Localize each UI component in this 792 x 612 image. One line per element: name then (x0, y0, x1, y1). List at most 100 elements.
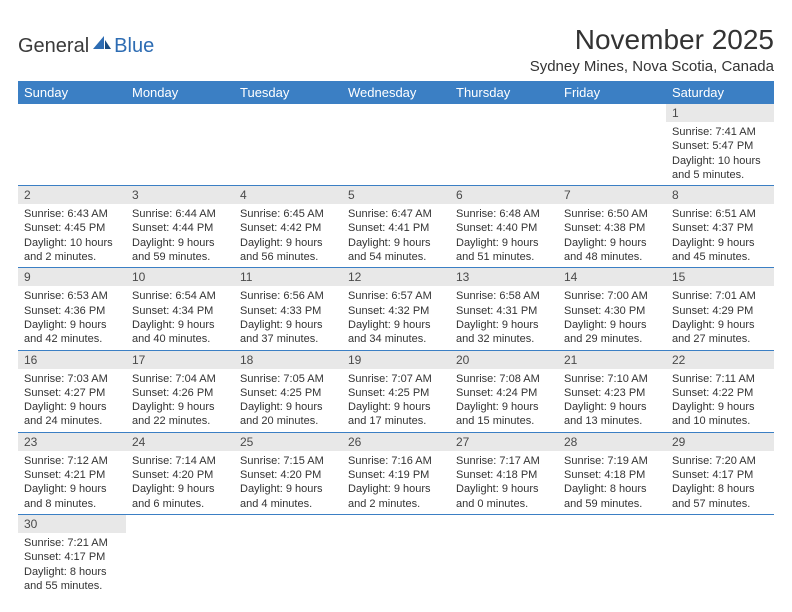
cell-body: Sunrise: 7:04 AMSunset: 4:26 PMDaylight:… (126, 369, 234, 432)
calendar-cell: 21Sunrise: 7:10 AMSunset: 4:23 PMDayligh… (558, 350, 666, 432)
day-number: 30 (18, 515, 126, 533)
day-number: 14 (558, 268, 666, 286)
calendar-cell (18, 104, 126, 186)
cell-body: Sunrise: 7:01 AMSunset: 4:29 PMDaylight:… (666, 286, 774, 349)
calendar-cell (558, 514, 666, 596)
sunrise-text: Sunrise: 7:08 AM (456, 372, 552, 386)
daylight-text: Daylight: 9 hours and 51 minutes. (456, 236, 552, 265)
sunset-text: Sunset: 4:38 PM (564, 221, 660, 235)
calendar-cell: 18Sunrise: 7:05 AMSunset: 4:25 PMDayligh… (234, 350, 342, 432)
calendar-row: 30Sunrise: 7:21 AMSunset: 4:17 PMDayligh… (18, 514, 774, 596)
daylight-text: Daylight: 9 hours and 6 minutes. (132, 482, 228, 511)
daylight-text: Daylight: 10 hours and 2 minutes. (24, 236, 120, 265)
sunrise-text: Sunrise: 7:11 AM (672, 372, 768, 386)
sunrise-text: Sunrise: 6:43 AM (24, 207, 120, 221)
cell-body: Sunrise: 6:44 AMSunset: 4:44 PMDaylight:… (126, 204, 234, 267)
sunrise-text: Sunrise: 7:19 AM (564, 454, 660, 468)
sunset-text: Sunset: 4:24 PM (456, 386, 552, 400)
cell-body: Sunrise: 7:07 AMSunset: 4:25 PMDaylight:… (342, 369, 450, 432)
calendar-cell: 17Sunrise: 7:04 AMSunset: 4:26 PMDayligh… (126, 350, 234, 432)
day-number: 28 (558, 433, 666, 451)
daylight-text: Daylight: 9 hours and 2 minutes. (348, 482, 444, 511)
daylight-text: Daylight: 9 hours and 8 minutes. (24, 482, 120, 511)
daylight-text: Daylight: 9 hours and 4 minutes. (240, 482, 336, 511)
day-number: 18 (234, 351, 342, 369)
logo: General Blue (18, 24, 154, 58)
calendar-cell: 3Sunrise: 6:44 AMSunset: 4:44 PMDaylight… (126, 186, 234, 268)
daylight-text: Daylight: 9 hours and 0 minutes. (456, 482, 552, 511)
daylight-text: Daylight: 9 hours and 27 minutes. (672, 318, 768, 347)
day-number: 8 (666, 186, 774, 204)
day-number: 29 (666, 433, 774, 451)
calendar-row: 1Sunrise: 7:41 AMSunset: 5:47 PMDaylight… (18, 104, 774, 186)
day-number: 11 (234, 268, 342, 286)
sunset-text: Sunset: 4:33 PM (240, 304, 336, 318)
cell-body: Sunrise: 6:43 AMSunset: 4:45 PMDaylight:… (18, 204, 126, 267)
sunset-text: Sunset: 4:18 PM (456, 468, 552, 482)
day-number: 24 (126, 433, 234, 451)
cell-body: Sunrise: 7:11 AMSunset: 4:22 PMDaylight:… (666, 369, 774, 432)
calendar-cell: 5Sunrise: 6:47 AMSunset: 4:41 PMDaylight… (342, 186, 450, 268)
cell-body: Sunrise: 7:19 AMSunset: 4:18 PMDaylight:… (558, 451, 666, 514)
daylight-text: Daylight: 9 hours and 40 minutes. (132, 318, 228, 347)
logo-text-general: General (18, 35, 89, 58)
calendar-table: Sunday Monday Tuesday Wednesday Thursday… (18, 81, 774, 596)
sunrise-text: Sunrise: 7:10 AM (564, 372, 660, 386)
sunset-text: Sunset: 4:36 PM (24, 304, 120, 318)
sunrise-text: Sunrise: 7:05 AM (240, 372, 336, 386)
calendar-cell (558, 104, 666, 186)
calendar-cell (234, 514, 342, 596)
calendar-cell: 13Sunrise: 6:58 AMSunset: 4:31 PMDayligh… (450, 268, 558, 350)
calendar-cell: 10Sunrise: 6:54 AMSunset: 4:34 PMDayligh… (126, 268, 234, 350)
calendar-cell: 28Sunrise: 7:19 AMSunset: 4:18 PMDayligh… (558, 432, 666, 514)
sunrise-text: Sunrise: 7:20 AM (672, 454, 768, 468)
calendar-cell: 14Sunrise: 7:00 AMSunset: 4:30 PMDayligh… (558, 268, 666, 350)
day-number: 3 (126, 186, 234, 204)
logo-text-blue: Blue (114, 35, 154, 58)
sunrise-text: Sunrise: 7:03 AM (24, 372, 120, 386)
col-friday: Friday (558, 81, 666, 104)
daylight-text: Daylight: 9 hours and 22 minutes. (132, 400, 228, 429)
day-number: 20 (450, 351, 558, 369)
daylight-text: Daylight: 9 hours and 48 minutes. (564, 236, 660, 265)
day-number: 1 (666, 104, 774, 122)
day-number: 19 (342, 351, 450, 369)
cell-body: Sunrise: 7:14 AMSunset: 4:20 PMDaylight:… (126, 451, 234, 514)
calendar-cell: 2Sunrise: 6:43 AMSunset: 4:45 PMDaylight… (18, 186, 126, 268)
cell-body: Sunrise: 7:17 AMSunset: 4:18 PMDaylight:… (450, 451, 558, 514)
cell-body: Sunrise: 6:53 AMSunset: 4:36 PMDaylight:… (18, 286, 126, 349)
daylight-text: Daylight: 8 hours and 59 minutes. (564, 482, 660, 511)
col-monday: Monday (126, 81, 234, 104)
calendar-cell (342, 514, 450, 596)
sunrise-text: Sunrise: 6:57 AM (348, 289, 444, 303)
cell-body: Sunrise: 7:08 AMSunset: 4:24 PMDaylight:… (450, 369, 558, 432)
day-number: 13 (450, 268, 558, 286)
day-number: 16 (18, 351, 126, 369)
calendar-cell: 26Sunrise: 7:16 AMSunset: 4:19 PMDayligh… (342, 432, 450, 514)
calendar-row: 2Sunrise: 6:43 AMSunset: 4:45 PMDaylight… (18, 186, 774, 268)
calendar-cell: 1Sunrise: 7:41 AMSunset: 5:47 PMDaylight… (666, 104, 774, 186)
daylight-text: Daylight: 9 hours and 37 minutes. (240, 318, 336, 347)
calendar-cell (126, 514, 234, 596)
cell-body: Sunrise: 6:48 AMSunset: 4:40 PMDaylight:… (450, 204, 558, 267)
calendar-cell: 24Sunrise: 7:14 AMSunset: 4:20 PMDayligh… (126, 432, 234, 514)
sunset-text: Sunset: 4:17 PM (24, 550, 120, 564)
sunrise-text: Sunrise: 7:07 AM (348, 372, 444, 386)
cell-body: Sunrise: 7:20 AMSunset: 4:17 PMDaylight:… (666, 451, 774, 514)
day-number: 23 (18, 433, 126, 451)
cell-body: Sunrise: 6:58 AMSunset: 4:31 PMDaylight:… (450, 286, 558, 349)
sunrise-text: Sunrise: 7:00 AM (564, 289, 660, 303)
day-number: 17 (126, 351, 234, 369)
day-number: 2 (18, 186, 126, 204)
calendar-cell: 11Sunrise: 6:56 AMSunset: 4:33 PMDayligh… (234, 268, 342, 350)
sunset-text: Sunset: 4:21 PM (24, 468, 120, 482)
sunrise-text: Sunrise: 7:41 AM (672, 125, 768, 139)
sunrise-text: Sunrise: 7:12 AM (24, 454, 120, 468)
calendar-cell: 12Sunrise: 6:57 AMSunset: 4:32 PMDayligh… (342, 268, 450, 350)
day-number: 12 (342, 268, 450, 286)
daylight-text: Daylight: 9 hours and 59 minutes. (132, 236, 228, 265)
day-number: 26 (342, 433, 450, 451)
location: Sydney Mines, Nova Scotia, Canada (530, 58, 774, 75)
day-number: 7 (558, 186, 666, 204)
calendar-cell: 25Sunrise: 7:15 AMSunset: 4:20 PMDayligh… (234, 432, 342, 514)
